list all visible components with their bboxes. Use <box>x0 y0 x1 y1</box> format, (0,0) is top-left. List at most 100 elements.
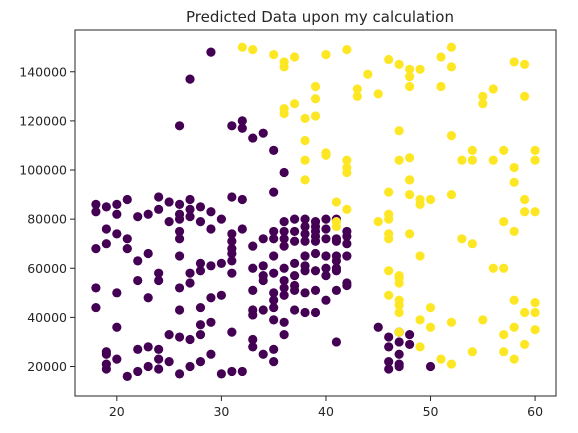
data-point <box>342 45 352 55</box>
data-point <box>185 204 195 214</box>
data-point <box>467 347 477 357</box>
data-point <box>154 354 164 364</box>
data-point <box>300 155 310 165</box>
data-point <box>394 155 404 165</box>
data-point <box>342 167 352 178</box>
data-point <box>289 258 300 268</box>
data-point <box>279 234 289 244</box>
data-point <box>499 347 509 357</box>
data-point <box>143 293 153 303</box>
data-point <box>436 354 446 364</box>
data-point <box>331 197 342 207</box>
data-point <box>321 271 331 281</box>
data-point <box>195 302 206 313</box>
data-point <box>478 315 488 325</box>
data-point <box>321 150 331 160</box>
data-point <box>143 361 153 372</box>
data-point <box>227 256 237 266</box>
data-point <box>133 366 143 377</box>
data-point <box>394 278 404 288</box>
data-point <box>384 290 394 300</box>
data-point <box>384 234 394 244</box>
data-point <box>237 194 247 205</box>
data-point <box>269 295 279 305</box>
x-axis: 20 30 40 50 60 <box>109 396 543 419</box>
data-point <box>321 251 331 261</box>
data-point <box>520 91 530 101</box>
data-point <box>384 214 394 224</box>
data-point <box>174 226 185 237</box>
data-point <box>248 241 258 251</box>
data-point <box>279 167 289 178</box>
data-point <box>310 307 321 318</box>
data-point <box>342 251 352 261</box>
data-point <box>321 224 331 234</box>
data-point <box>373 322 383 332</box>
data-point <box>164 329 174 340</box>
data-point <box>310 111 321 121</box>
data-point <box>269 268 279 278</box>
data-point <box>164 197 174 207</box>
data-point <box>195 258 206 268</box>
data-point <box>289 52 300 62</box>
data-point <box>363 69 373 79</box>
data-point <box>310 285 321 295</box>
data-point <box>331 221 342 232</box>
data-point <box>331 337 342 347</box>
data-point <box>216 214 226 224</box>
data-point <box>279 263 289 273</box>
x-tick-label: 30 <box>213 404 229 419</box>
data-point <box>446 317 457 327</box>
data-point <box>164 216 174 227</box>
data-point <box>342 204 352 214</box>
data-point <box>227 229 237 239</box>
data-point <box>112 229 122 239</box>
data-point <box>467 239 477 249</box>
data-point <box>384 332 394 342</box>
data-point <box>248 263 258 273</box>
data-point <box>488 263 498 273</box>
data-point <box>530 325 540 335</box>
data-point <box>269 145 279 155</box>
data-point <box>112 322 122 332</box>
data-point <box>384 364 394 374</box>
data-point <box>478 99 488 109</box>
data-point <box>122 371 132 381</box>
data-point <box>499 329 509 340</box>
data-point <box>185 74 195 84</box>
data-point <box>195 266 206 276</box>
data-point <box>509 295 519 305</box>
data-point <box>384 357 394 367</box>
data-point <box>478 91 488 101</box>
data-point <box>174 214 185 224</box>
y-tick-label: 80000 <box>27 212 67 227</box>
y-tick-label: 40000 <box>27 310 67 325</box>
data-point <box>310 236 321 246</box>
data-point <box>269 288 279 298</box>
data-point <box>331 266 342 276</box>
data-point <box>279 329 289 340</box>
data-point <box>457 234 467 244</box>
data-point <box>279 216 289 227</box>
data-point <box>499 216 509 227</box>
data-point <box>279 226 289 237</box>
data-point <box>520 59 530 69</box>
data-point <box>530 207 540 217</box>
data-point <box>488 155 498 165</box>
plot-area <box>74 29 557 397</box>
data-point <box>394 307 404 318</box>
data-point <box>227 248 237 259</box>
data-point <box>258 128 268 138</box>
data-point <box>101 364 111 374</box>
data-point <box>394 361 404 372</box>
data-point <box>384 266 394 276</box>
data-point <box>237 123 247 133</box>
data-point <box>174 332 185 342</box>
data-point <box>405 175 415 185</box>
x-tick-label: 50 <box>423 404 439 419</box>
data-point <box>101 349 111 359</box>
data-point <box>258 234 268 244</box>
data-point <box>248 310 258 320</box>
data-point <box>415 315 425 325</box>
y-axis: 20000 40000 60000 80000 100000 120000 140000 <box>19 64 75 374</box>
